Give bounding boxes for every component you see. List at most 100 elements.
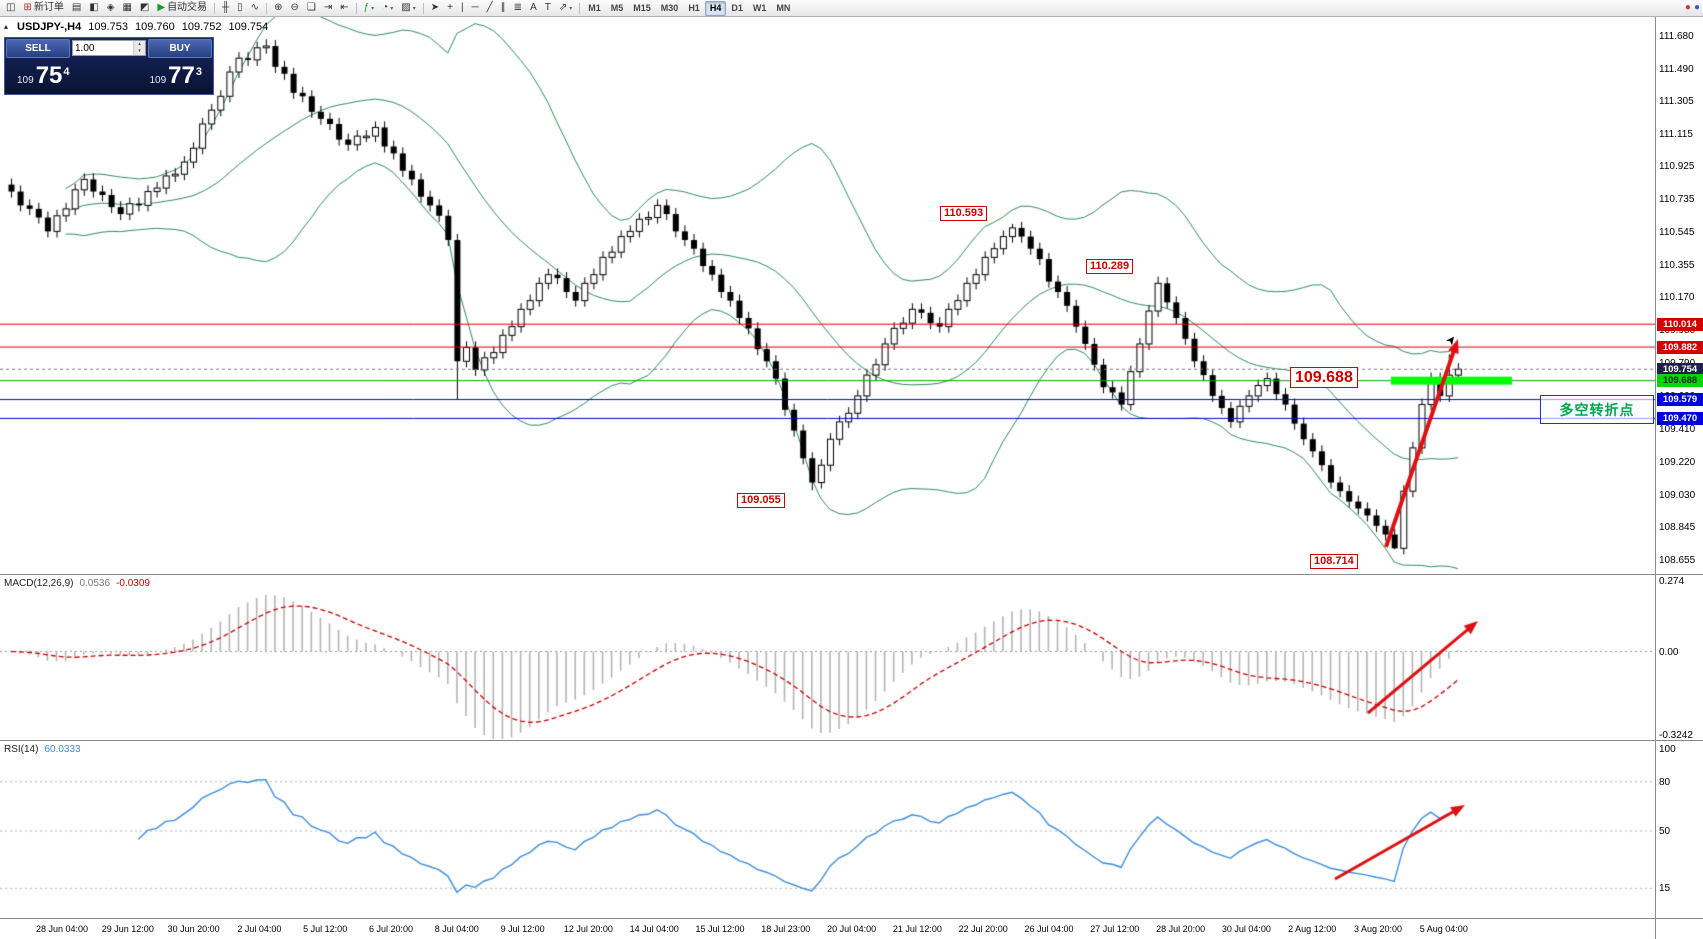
- rsi-indicator-label: RSI(14) 60.0333: [4, 744, 81, 755]
- zoom-out-icon[interactable]: ⊖: [286, 1, 302, 16]
- zoom-in-icon: ⊕: [274, 2, 283, 13]
- time-axis-label: 8 Jul 04:00: [434, 924, 479, 934]
- time-axis-label: 2 Aug 12:00: [1288, 924, 1337, 934]
- terminal-icon[interactable]: ▦: [118, 1, 135, 16]
- buy-button[interactable]: BUY: [148, 39, 212, 58]
- sell-button[interactable]: SELL: [6, 39, 70, 58]
- horizontal-line-icon: ─: [471, 2, 479, 13]
- text-icon[interactable]: A: [526, 1, 541, 16]
- time-axis[interactable]: 28 Jun 04:00 29 Jun 12:00 30 Jun 20:00 2 Ju…: [0, 918, 1703, 939]
- templates-icon[interactable]: ▨ ▾: [397, 1, 419, 16]
- main-chart-canvas[interactable]: [0, 17, 1655, 574]
- rsi-axis[interactable]: 100 80 50 15: [1655, 741, 1703, 918]
- time-axis-label: 20 Jul 04:00: [827, 924, 877, 934]
- indicators-icon[interactable]: ƒ ▾: [360, 1, 379, 16]
- rsi-axis-label: 50: [1659, 826, 1671, 837]
- trendline-icon: ╱: [486, 2, 493, 13]
- rsi-value: 60.0333: [44, 744, 81, 755]
- macd-axis-label: 0.274: [1659, 576, 1685, 587]
- turning-point-label[interactable]: 多空转折点: [1540, 395, 1654, 424]
- cursor-icon[interactable]: ➤: [427, 1, 443, 16]
- timeframe-d1-button[interactable]: D1: [726, 1, 748, 16]
- data-window-icon: ◧: [89, 2, 99, 13]
- auto-scroll-icon[interactable]: ⇥: [320, 1, 336, 16]
- price-callout-109.688[interactable]: 109.688: [1290, 367, 1358, 388]
- vertical-line-icon: |: [460, 2, 464, 13]
- vertical-line-icon[interactable]: |: [457, 1, 468, 16]
- macd-name: MACD(12,26,9): [4, 578, 74, 589]
- timeframe-h4-button[interactable]: H4: [704, 0, 727, 16]
- timeframe-m5-button[interactable]: M5: [606, 1, 629, 16]
- time-axis-label: 26 Jul 04:00: [1024, 924, 1074, 934]
- auto-trading-button[interactable]: ▶ 自动交易: [153, 1, 211, 16]
- buy-price-figure: 109: [149, 75, 167, 86]
- time-axis-label: 27 Jul 12:00: [1090, 924, 1140, 934]
- trendline-icon[interactable]: ╱: [483, 1, 497, 16]
- crosshair-icon: +: [447, 2, 453, 13]
- new-order-button[interactable]: ⊞ 新订单: [19, 1, 67, 16]
- one-click-collapse-button[interactable]: ▴: [4, 22, 9, 31]
- timeframe-mn-button[interactable]: MN: [771, 1, 795, 16]
- timeframe-w1-button[interactable]: W1: [748, 1, 772, 16]
- corner-icon-red[interactable]: ●: [1684, 2, 1691, 13]
- price-callout-110.289[interactable]: 110.289: [1086, 259, 1134, 274]
- price-axis[interactable]: 111.680 111.490 111.305 111.115 110.925 110.7…: [1655, 17, 1703, 574]
- symbol-name: USDJPY-,H4: [17, 21, 82, 33]
- volume-field: ▴ ▾: [72, 40, 146, 56]
- macd-canvas[interactable]: [0, 575, 1655, 741]
- fibonacci-icon: ≣: [513, 2, 523, 13]
- timeframe-m30-button[interactable]: M30: [656, 1, 684, 16]
- toolbar-separator: [579, 2, 581, 14]
- buy-price[interactable]: 109773: [149, 62, 202, 90]
- toolbar-separator: [355, 2, 357, 14]
- tile-windows-icon[interactable]: ❏: [303, 1, 320, 16]
- price-axis-label: 110.170: [1659, 292, 1695, 304]
- charts-window-icon: ◫: [6, 2, 16, 13]
- sell-price[interactable]: 109754: [17, 62, 70, 90]
- charts-window-icon[interactable]: ◫: [2, 1, 19, 16]
- bar-chart-icon[interactable]: ╫: [218, 1, 233, 16]
- bar-low-value: 109.752: [181, 21, 222, 33]
- price-badge: 109.579: [1657, 393, 1703, 407]
- line-chart-icon[interactable]: ∿: [247, 1, 263, 16]
- periods-icon[interactable]: ◔ ▾: [378, 1, 397, 16]
- macd-main-value: 0.0536: [79, 578, 111, 589]
- chart-shift-icon[interactable]: ⇤: [336, 1, 352, 16]
- market-watch-icon[interactable]: ▤: [68, 1, 85, 16]
- candlestick-chart-icon[interactable]: ▯: [233, 1, 247, 16]
- price-callout-109.055[interactable]: 109.055: [737, 493, 785, 508]
- timeframe-m1-button[interactable]: M1: [583, 1, 606, 16]
- rsi-canvas[interactable]: [0, 741, 1655, 919]
- dropdown-caret-icon: ▾: [390, 5, 394, 12]
- price-axis-label: 111.305: [1659, 95, 1694, 107]
- time-axis-label: 28 Jun 04:00: [35, 924, 89, 934]
- timeframe-h1-button[interactable]: H1: [683, 1, 705, 16]
- price-axis-label: 108.845: [1659, 521, 1696, 533]
- navigator-icon[interactable]: ◈: [103, 1, 119, 16]
- arrow-styles-icon[interactable]: ⇗ ▾: [555, 1, 576, 16]
- time-axis-label: 5 Jul 12:00: [303, 924, 348, 934]
- fibonacci-icon[interactable]: ≣: [510, 1, 526, 16]
- price-callout-110.593[interactable]: 110.593: [940, 206, 988, 221]
- macd-axis[interactable]: 0.274 0.00 -0.3242: [1655, 575, 1703, 741]
- chart-shift-icon: ⇤: [340, 2, 349, 13]
- price-badge: 109.754: [1657, 362, 1703, 376]
- time-axis-label: 30 Jul 04:00: [1221, 924, 1271, 934]
- navigator-icon: ◈: [106, 2, 115, 13]
- price-callout-108.714[interactable]: 108.714: [1310, 554, 1358, 569]
- zoom-in-icon[interactable]: ⊕: [270, 1, 286, 16]
- timeframe-m15-button[interactable]: M15: [628, 1, 656, 16]
- macd-signal-value: -0.0309: [116, 578, 150, 589]
- crosshair-icon[interactable]: +: [443, 1, 457, 16]
- volume-up-button[interactable]: ▴: [134, 41, 145, 48]
- corner-icon-blue[interactable]: ●: [1693, 2, 1700, 13]
- data-window-icon[interactable]: ◧: [85, 1, 102, 16]
- volume-input[interactable]: [73, 42, 133, 54]
- time-axis-label: 29 Jun 12:00: [101, 924, 154, 934]
- channel-icon[interactable]: ∥: [497, 1, 510, 16]
- label-icon[interactable]: T: [541, 1, 555, 16]
- horizontal-line-icon[interactable]: ─: [468, 1, 483, 16]
- volume-down-button[interactable]: ▾: [134, 48, 145, 55]
- strategy-tester-icon[interactable]: ◩: [136, 1, 153, 16]
- time-axis-label: 6 Jul 20:00: [368, 924, 414, 934]
